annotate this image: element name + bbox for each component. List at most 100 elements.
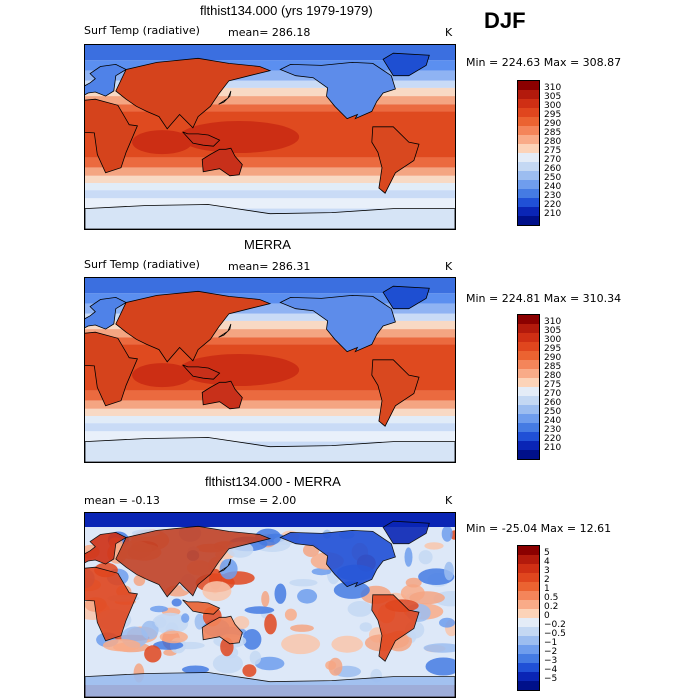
colorbar-label: 1 xyxy=(544,584,550,594)
colorbar-label: −0.2 xyxy=(544,620,566,630)
colorbar-swatch xyxy=(518,672,539,681)
colorbar-label: 295 xyxy=(544,110,562,120)
panel-2-units: K xyxy=(445,260,453,273)
colorbar-swatch xyxy=(518,636,539,645)
colorbar-swatch xyxy=(518,315,539,324)
colorbar-swatch xyxy=(518,342,539,351)
colorbar-label: 280 xyxy=(544,371,562,381)
colorbar-label: −0.5 xyxy=(544,629,566,639)
colorbar-label: 260 xyxy=(544,164,562,174)
colorbar-label: 230 xyxy=(544,425,562,435)
colorbar-label: 280 xyxy=(544,137,562,147)
panel-1-title: flthist134.000 (yrs 1979-1979) xyxy=(200,3,373,18)
panel-3-rmse: rmse = 2.00 xyxy=(228,494,297,507)
colorbar-label: 0.2 xyxy=(544,602,559,612)
panel-1-map xyxy=(84,44,456,230)
colorbar-swatch xyxy=(518,405,539,414)
colorbar-label: 270 xyxy=(544,389,562,399)
colorbar-label: 310 xyxy=(544,83,562,93)
colorbar-swatch xyxy=(518,396,539,405)
colorbar-swatch xyxy=(518,99,539,108)
colorbar-swatch xyxy=(518,144,539,153)
colorbar-swatch xyxy=(518,645,539,654)
panel-3-minmax: Min = -25.04 Max = 12.61 xyxy=(466,522,612,535)
panel-3-mean: mean = -0.13 xyxy=(84,494,160,507)
colorbar-label: 290 xyxy=(544,119,562,129)
colorbar-label: 300 xyxy=(544,101,562,111)
panel-1-minmax: Min = 224.63 Max = 308.87 xyxy=(466,56,622,69)
colorbar-swatch xyxy=(518,441,539,450)
colorbar-label: −3 xyxy=(544,656,558,666)
colorbar-label: −4 xyxy=(544,665,558,675)
panel-3-colorbar xyxy=(517,545,540,691)
colorbar-label: 0 xyxy=(544,611,550,621)
colorbar-label: 240 xyxy=(544,182,562,192)
colorbar-label: 210 xyxy=(544,209,562,219)
colorbar-swatch xyxy=(518,564,539,573)
colorbar-label: 275 xyxy=(544,380,562,390)
panel-1-mean: mean= 286.18 xyxy=(228,26,311,39)
colorbar-label: 290 xyxy=(544,353,562,363)
colorbar-swatch xyxy=(518,360,539,369)
colorbar-label: 285 xyxy=(544,362,562,372)
colorbar-swatch xyxy=(518,654,539,663)
colorbar-swatch xyxy=(518,369,539,378)
colorbar-swatch xyxy=(518,216,539,225)
colorbar-label: 305 xyxy=(544,326,562,336)
colorbar-label: 4 xyxy=(544,557,550,567)
colorbar-swatch xyxy=(518,108,539,117)
colorbar-swatch xyxy=(518,378,539,387)
colorbar-swatch xyxy=(518,90,539,99)
panel-2-title: MERRA xyxy=(244,237,291,252)
map-canvas xyxy=(85,513,455,697)
colorbar-swatch xyxy=(518,153,539,162)
colorbar-label: 275 xyxy=(544,146,562,156)
colorbar-swatch xyxy=(518,600,539,609)
colorbar-label: 3 xyxy=(544,566,550,576)
map-canvas xyxy=(85,45,455,229)
panel-2-colorbar xyxy=(517,314,540,460)
panel-1-units: K xyxy=(445,26,453,39)
panel-2-mean: mean= 286.31 xyxy=(228,260,311,273)
colorbar-swatch xyxy=(518,180,539,189)
colorbar-swatch xyxy=(518,423,539,432)
colorbar-label: 220 xyxy=(544,434,562,444)
panel-3-units: K xyxy=(445,494,453,507)
colorbar-swatch xyxy=(518,450,539,459)
colorbar-label: −5 xyxy=(544,674,558,684)
colorbar-swatch xyxy=(518,81,539,90)
colorbar-label: 0.5 xyxy=(544,593,559,603)
colorbar-label: 300 xyxy=(544,335,562,345)
colorbar-swatch xyxy=(518,546,539,555)
map-canvas xyxy=(85,278,455,462)
colorbar-swatch xyxy=(518,324,539,333)
season-label: DJF xyxy=(484,8,526,33)
colorbar-swatch xyxy=(518,162,539,171)
panel-2-minmax: Min = 224.81 Max = 310.34 xyxy=(466,292,622,305)
colorbar-label: 295 xyxy=(544,344,562,354)
colorbar-label: 250 xyxy=(544,173,562,183)
colorbar-label: −2 xyxy=(544,647,558,657)
colorbar-swatch xyxy=(518,333,539,342)
colorbar-label: 210 xyxy=(544,443,562,453)
colorbar-swatch xyxy=(518,126,539,135)
colorbar-swatch xyxy=(518,582,539,591)
colorbar-swatch xyxy=(518,591,539,600)
colorbar-swatch xyxy=(518,663,539,672)
colorbar-label: 310 xyxy=(544,317,562,327)
colorbar-label: 2 xyxy=(544,575,550,585)
colorbar-label: 220 xyxy=(544,200,562,210)
colorbar-swatch xyxy=(518,117,539,126)
panel-1-variable-label: Surf Temp (radiative) xyxy=(84,24,200,37)
panel-2-variable-label: Surf Temp (radiative) xyxy=(84,258,200,271)
colorbar-swatch xyxy=(518,135,539,144)
colorbar-swatch xyxy=(518,387,539,396)
colorbar-swatch xyxy=(518,198,539,207)
colorbar-label: 230 xyxy=(544,191,562,201)
colorbar-swatch xyxy=(518,189,539,198)
colorbar-label: 260 xyxy=(544,398,562,408)
colorbar-swatch xyxy=(518,555,539,564)
colorbar-swatch xyxy=(518,432,539,441)
colorbar-swatch xyxy=(518,573,539,582)
colorbar-swatch xyxy=(518,618,539,627)
